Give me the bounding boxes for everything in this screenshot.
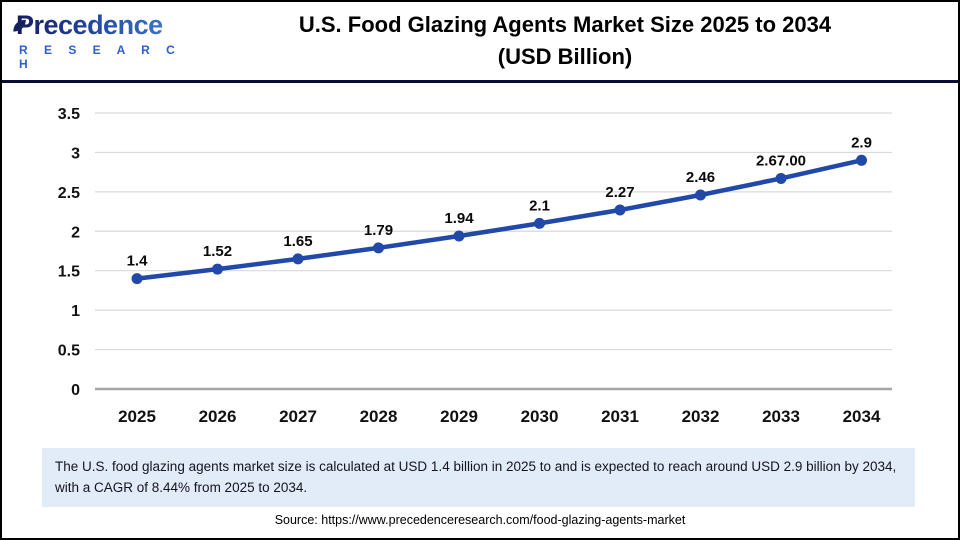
data-point-label: 1.79 [364, 222, 393, 239]
data-point-label: 2.67.00 [756, 152, 806, 169]
data-point [534, 217, 545, 229]
y-tick-label: 0.5 [58, 343, 80, 360]
data-point [373, 242, 384, 254]
y-tick-label: 2 [71, 224, 80, 241]
x-tick-label: 2025 [118, 407, 156, 426]
x-tick-label: 2026 [199, 407, 237, 426]
y-tick-label: 1.5 [58, 264, 80, 281]
summary-note: The U.S. food glazing agents market size… [42, 448, 915, 507]
y-tick-label: 0 [71, 382, 80, 399]
data-point-label: 2.9 [851, 134, 872, 151]
x-tick-label: 2027 [279, 407, 317, 426]
title-line-1: U.S. Food Glazing Agents Market Size 202… [298, 12, 832, 38]
logo: Precedence R E S E A R C H [2, 11, 182, 71]
y-tick-label: 3.5 [58, 106, 80, 123]
header: Precedence R E S E A R C H U.S. Food Gla… [2, 2, 958, 83]
data-point [453, 230, 465, 242]
data-point-label: 1.52 [203, 243, 232, 260]
x-tick-label: 2034 [843, 407, 881, 426]
data-point [131, 273, 143, 285]
data-point [695, 189, 706, 201]
x-tick-label: 2032 [682, 407, 720, 426]
y-tick-label: 3 [71, 145, 80, 162]
data-point-label: 1.94 [444, 210, 474, 227]
data-point-label: 1.65 [283, 233, 312, 250]
data-point [775, 172, 787, 184]
data-point [212, 263, 223, 275]
title-line-2: (USD Billion) [497, 44, 633, 69]
logo-brand-text: Precedence [16, 11, 182, 40]
series-line [134, 158, 864, 281]
x-tick-label: 2029 [440, 407, 478, 426]
x-tick-label: 2031 [601, 407, 639, 426]
leaf-icon [13, 20, 26, 32]
data-point-label: 2.27 [605, 184, 634, 201]
data-point-label: 1.4 [127, 253, 149, 270]
logo-subtitle: R E S E A R C H [19, 42, 182, 71]
x-tick-label: 2028 [360, 407, 398, 426]
page-title: U.S. Food Glazing Agents Market Size 202… [182, 9, 958, 73]
data-point [292, 253, 304, 265]
data-point-label: 2.1 [529, 197, 550, 214]
data-point [856, 154, 867, 166]
x-tick-label: 2033 [762, 407, 800, 426]
y-tick-label: 2.5 [58, 185, 80, 202]
data-point [614, 204, 626, 216]
source-text: Source: https://www.precedenceresearch.c… [274, 513, 686, 527]
y-tick-label: 1 [71, 303, 80, 320]
data-point-label: 2.46 [686, 169, 715, 186]
x-tick-label: 2030 [521, 407, 559, 426]
